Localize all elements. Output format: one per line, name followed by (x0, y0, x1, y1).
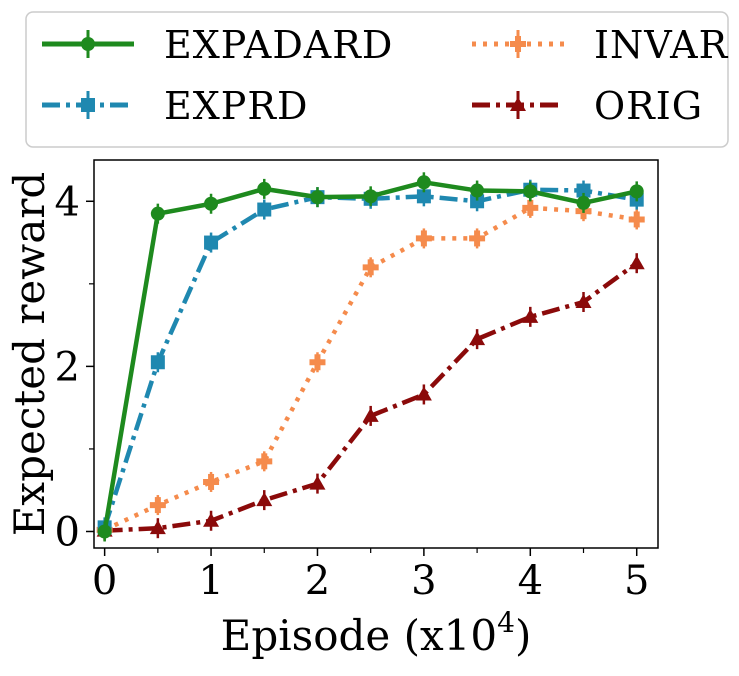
legend-marker (510, 36, 526, 52)
data-point (363, 189, 378, 204)
data-point (628, 255, 645, 270)
data-point (309, 475, 326, 490)
series-exprd (97, 179, 644, 538)
data-point (150, 355, 165, 370)
data-point (522, 308, 539, 323)
y-tick-label: 2 (55, 344, 80, 390)
data-point (469, 230, 486, 247)
data-point (149, 520, 166, 535)
legend-marker (81, 37, 95, 51)
series-line (102, 180, 638, 532)
x-tick-label: 5 (624, 558, 649, 604)
x-tick-label: 0 (92, 558, 117, 604)
x-axis-label: Episode (x104) (221, 606, 532, 660)
series-line (103, 205, 638, 532)
data-point (416, 189, 431, 204)
data-point (256, 453, 273, 470)
data-point (150, 206, 165, 221)
data-point (470, 183, 485, 198)
legend-marker (510, 97, 526, 111)
data-point (415, 230, 432, 247)
legend-label: ORIG (594, 84, 703, 128)
data-point (149, 497, 166, 514)
data-point (576, 195, 591, 210)
data-point (470, 194, 485, 209)
x-tick-label: 3 (411, 558, 436, 604)
data-point (628, 211, 645, 228)
series-expadard (97, 172, 644, 542)
data-point (362, 259, 379, 276)
data-point (257, 202, 272, 217)
y-tick-label: 0 (55, 509, 80, 555)
legend-item-orig: ORIG (472, 84, 703, 128)
legend-marker (81, 98, 95, 112)
legend-item-expadard: EXPADARD (42, 23, 393, 67)
x-tick-label: 1 (198, 558, 223, 604)
data-point (575, 293, 592, 308)
legend: EXPADARD EXPRD INVAR ORIG (25, 11, 729, 148)
legend-label: INVAR (594, 23, 729, 67)
series-line (102, 187, 638, 529)
data-point (310, 190, 325, 205)
data-point (522, 199, 539, 216)
data-point (204, 235, 219, 250)
x-tick-label: 2 (305, 558, 330, 604)
data-point (97, 524, 112, 539)
series-invar (96, 197, 645, 540)
plot-frame (93, 159, 659, 549)
data-point (203, 512, 220, 527)
x-tick-label: 4 (518, 558, 543, 604)
legend-item-invar: INVAR (472, 23, 729, 67)
data-point (203, 473, 220, 490)
legend-label: EXPRD (164, 84, 308, 128)
data-point (309, 354, 326, 371)
data-point (362, 407, 379, 422)
data-point (416, 175, 431, 190)
data-point (257, 181, 272, 196)
plot-area (96, 172, 645, 542)
data-point (469, 331, 486, 346)
data-point (415, 386, 432, 401)
data-point (204, 196, 219, 211)
data-point (256, 492, 273, 507)
legend-label: EXPADARD (164, 23, 393, 67)
data-point (576, 183, 591, 198)
legend-item-exprd: EXPRD (42, 84, 308, 128)
y-axis-label: Expected reward (5, 172, 54, 536)
y-tick-label: 4 (55, 179, 80, 225)
series-line (104, 261, 639, 533)
data-point (629, 184, 644, 199)
data-point (523, 184, 538, 199)
